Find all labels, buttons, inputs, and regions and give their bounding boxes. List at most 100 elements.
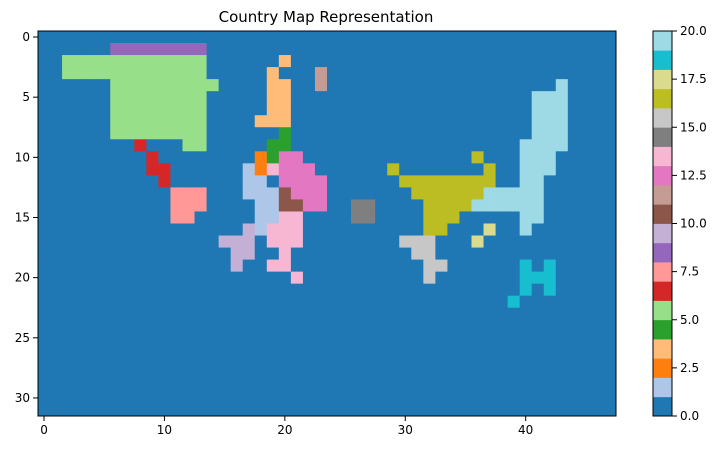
heatmap-cell [543, 259, 557, 272]
heatmap-cell [314, 343, 328, 357]
heatmap-cell [218, 259, 232, 272]
heatmap-cell [230, 199, 244, 212]
heatmap-cell [351, 223, 364, 236]
heatmap-cell [158, 343, 171, 357]
heatmap-cell [182, 163, 195, 176]
heatmap-cell [146, 91, 159, 104]
heatmap-cell [483, 391, 496, 405]
heatmap-cell [98, 43, 111, 56]
heatmap-cell [122, 43, 135, 56]
heatmap-cell [339, 259, 352, 272]
heatmap-cell [591, 355, 605, 369]
heatmap-cell [555, 31, 569, 44]
heatmap-cell [146, 103, 159, 116]
heatmap-cell [266, 115, 280, 128]
heatmap-cell [86, 187, 99, 200]
heatmap-cell [206, 355, 219, 369]
heatmap-cell [302, 247, 316, 260]
heatmap-cell [218, 235, 232, 248]
heatmap-cell [86, 67, 99, 80]
heatmap-cell [435, 223, 448, 236]
heatmap-cell [495, 367, 508, 381]
heatmap-cell [314, 187, 328, 200]
heatmap-cell [435, 283, 448, 297]
heatmap-cell [471, 367, 484, 381]
heatmap-cell [62, 223, 75, 236]
heatmap-cell [302, 331, 316, 345]
heatmap-cell [146, 151, 159, 164]
heatmap-cell [122, 151, 135, 164]
heatmap-cell [38, 283, 51, 297]
heatmap-cell [495, 403, 508, 417]
heatmap-cell [218, 67, 232, 80]
heatmap-cell [447, 127, 460, 140]
heatmap-cell [555, 115, 569, 128]
heatmap-cell [531, 283, 545, 297]
heatmap-cell [62, 151, 75, 164]
heatmap-cell [74, 139, 87, 152]
heatmap-cell [158, 391, 171, 405]
heatmap-cell [531, 271, 545, 285]
heatmap-cell [459, 127, 472, 140]
heatmap-cell [579, 331, 593, 345]
heatmap-cell [603, 247, 617, 260]
heatmap-cell [122, 235, 135, 248]
heatmap-cell [591, 67, 605, 80]
heatmap-cell [543, 391, 557, 405]
heatmap-cell [363, 103, 376, 116]
heatmap-cell [399, 343, 412, 357]
heatmap-cell [38, 235, 51, 248]
heatmap-cell [435, 343, 448, 357]
heatmap-cell [314, 331, 328, 345]
heatmap-cell [447, 331, 460, 345]
colorbar-segment [653, 31, 672, 51]
heatmap-cell [423, 391, 436, 405]
heatmap-cell [519, 115, 533, 128]
heatmap-cell [290, 91, 304, 104]
heatmap-cell [399, 103, 412, 116]
heatmap-cell [327, 91, 340, 104]
heatmap-cell [98, 307, 111, 321]
heatmap-cell [471, 343, 484, 357]
heatmap-cell [555, 283, 569, 297]
heatmap-cell [399, 79, 412, 92]
heatmap-cell [567, 355, 581, 369]
heatmap-cell [339, 223, 352, 236]
heatmap-cell [543, 235, 557, 248]
heatmap-cell [399, 355, 412, 369]
heatmap-cell [98, 31, 111, 44]
heatmap-cell [314, 283, 328, 297]
heatmap-cell [206, 331, 219, 345]
heatmap-cell [170, 247, 183, 260]
heatmap-cell [531, 223, 545, 236]
heatmap-cell [471, 187, 484, 200]
heatmap-cell [483, 163, 496, 176]
heatmap-cell [327, 79, 340, 92]
heatmap-cell [543, 187, 557, 200]
heatmap-cell [567, 307, 581, 321]
heatmap-cell [110, 307, 123, 321]
heatmap-cell [110, 259, 123, 272]
heatmap-cell [254, 391, 268, 405]
heatmap-cell [519, 103, 533, 116]
heatmap-cell [543, 283, 557, 297]
heatmap-cell [86, 139, 99, 152]
heatmap-cell [86, 31, 99, 44]
heatmap-cell [254, 403, 268, 417]
heatmap-cell [459, 115, 472, 128]
heatmap-cell [266, 55, 280, 68]
heatmap-cell [158, 175, 171, 188]
heatmap-cell [543, 367, 557, 381]
heatmap-cell [459, 55, 472, 68]
heatmap-cell [206, 163, 219, 176]
heatmap-cell [290, 115, 304, 128]
heatmap-cell [170, 295, 183, 309]
heatmap-cell [134, 367, 147, 381]
heatmap-cell [158, 163, 171, 176]
heatmap-cell [375, 355, 388, 369]
heatmap-cell [531, 91, 545, 104]
heatmap-cell [86, 319, 99, 333]
heatmap-cell [230, 235, 244, 248]
heatmap-cell [375, 31, 388, 44]
heatmap-cell [206, 271, 219, 285]
